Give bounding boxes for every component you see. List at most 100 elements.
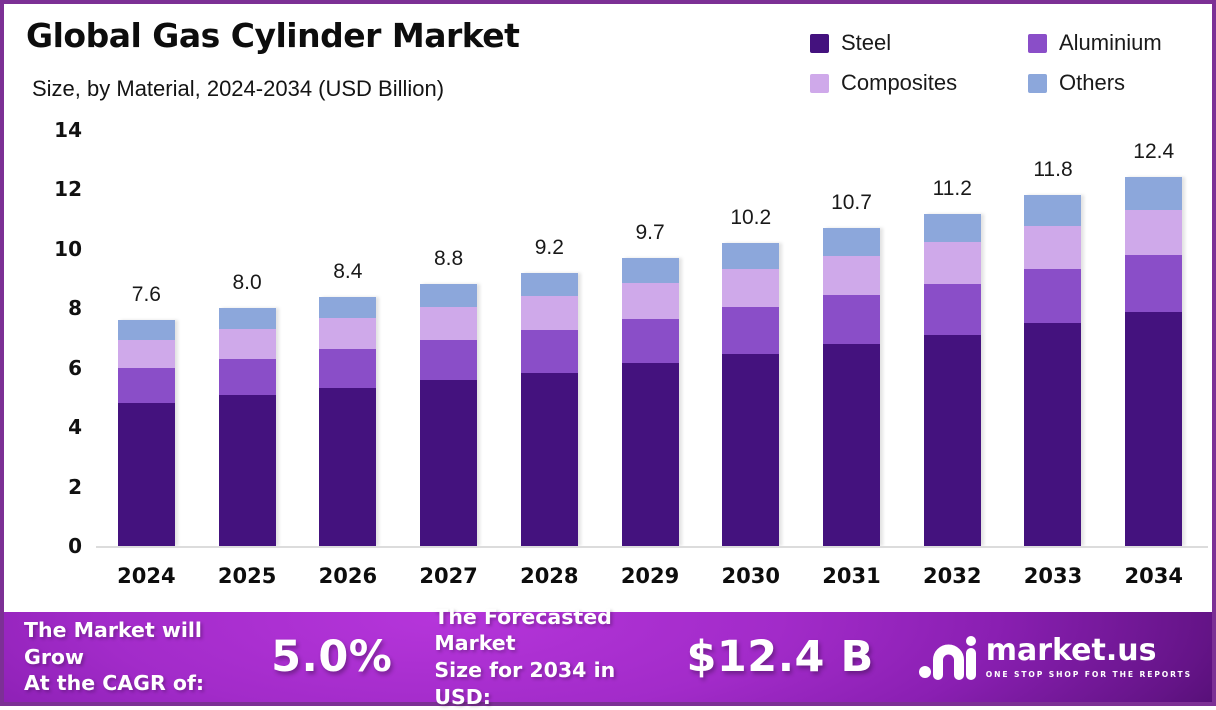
y-tick-label: 8 (68, 296, 82, 321)
bar-segment-aluminium (420, 339, 478, 380)
bar-segment-others (923, 213, 981, 243)
legend-swatch-icon (1028, 33, 1047, 53)
bar-total-label: 12.4 (1133, 140, 1175, 164)
page-title: Global Gas Cylinder Market (26, 16, 520, 55)
stacked-bar-2032 (923, 213, 981, 546)
x-tick-label-2033: 2033 (1023, 564, 1083, 588)
bar-segment-steel (117, 402, 175, 546)
stacked-bar-2027 (420, 284, 478, 546)
stacked-bar-2026 (319, 296, 377, 546)
bar-segment-composites (117, 339, 175, 368)
bar-segment-others (823, 228, 880, 256)
legend-label: Steel (841, 30, 892, 55)
bar-slot-2031: 10.7 (801, 130, 902, 546)
x-tick-label-2029: 2029 (620, 564, 680, 588)
bar-total-label: 10.2 (730, 206, 772, 230)
bar-segment-aluminium (722, 306, 780, 354)
forecast-label: The Forecasted Market Size for 2034 in U… (434, 604, 652, 710)
bar-segment-composites (520, 296, 578, 331)
bar-total-label: 7.6 (131, 283, 161, 307)
brand-name: market.us (985, 632, 1157, 668)
x-tick-label-2026: 2026 (318, 564, 378, 588)
stacked-bar-2025 (218, 308, 276, 546)
stacked-bar-2028 (520, 272, 578, 546)
bar-slot-2024: 7.6 (96, 130, 197, 546)
legend-item-composites: Composites (810, 70, 1028, 96)
bar-segment-others (319, 296, 377, 319)
bar-total-label: 8.8 (433, 247, 464, 271)
bar-segment-steel (823, 344, 880, 546)
bar-segment-composites (420, 307, 478, 340)
bar-segment-composites (722, 269, 780, 307)
stacked-bar-2031 (823, 228, 880, 546)
bar-segment-steel (722, 353, 780, 546)
y-axis: 0 2 4 6 8 10 12 14 (32, 4, 82, 604)
bar-segment-composites (218, 329, 276, 359)
bar-total-label: 10.7 (831, 191, 872, 215)
bar-segment-others (420, 284, 478, 308)
bar-segment-steel (520, 372, 578, 546)
bar-segment-others (621, 258, 679, 284)
legend-swatch-icon (810, 33, 829, 53)
bar-segment-steel (1024, 323, 1082, 546)
bar-segment-steel (1125, 312, 1183, 546)
legend-item-steel: Steel (810, 30, 1028, 56)
cagr-value: 5.0% (271, 632, 393, 682)
bar-slot-2034: 12.4 (1103, 130, 1204, 546)
bar-segment-composites (621, 283, 679, 319)
brand-logo: market.us ONE STOP SHOP FOR THE REPORTS (918, 633, 1192, 681)
x-tick-label-2024: 2024 (117, 564, 176, 588)
bar-segment-steel (319, 387, 377, 546)
bar-segment-others (520, 272, 578, 297)
bar-segment-composites (923, 242, 981, 284)
x-tick-label-2030: 2030 (721, 564, 780, 588)
y-tick-label: 6 (68, 355, 82, 380)
legend-item-aluminium: Aluminium (1028, 30, 1162, 56)
bar-segment-steel (218, 395, 276, 546)
bar-slot-2026: 8.4 (297, 130, 398, 546)
x-tick-label-2028: 2028 (520, 564, 579, 588)
bar-slot-2027: 8.8 (398, 130, 499, 546)
bar-segment-aluminium (319, 349, 377, 388)
legend-label: Composites (841, 70, 958, 95)
bar-slot-2028: 9.2 (499, 130, 600, 546)
brand-tagline: ONE STOP SHOP FOR THE REPORTS (985, 669, 1192, 679)
bar-segment-composites (1024, 225, 1082, 270)
stacked-bar-2033 (1024, 195, 1082, 546)
x-tick-label-2025: 2025 (217, 564, 277, 588)
bar-segment-aluminium (1024, 269, 1082, 324)
legend-label: Aluminium (1059, 30, 1162, 55)
bar-slot-2025: 8.0 (197, 130, 298, 546)
chart-legend: Steel Aluminium Composites Others (810, 30, 1162, 96)
forecast-label-line1: The Forecasted Market (434, 604, 612, 656)
bar-segment-aluminium (621, 318, 679, 363)
bar-total-label: 11.8 (1033, 158, 1073, 182)
legend-item-others: Others (1028, 70, 1162, 96)
bar-slot-2029: 9.7 (600, 130, 701, 546)
bar-segment-others (117, 320, 175, 340)
legend-swatch-icon (1028, 73, 1047, 93)
bar-segment-aluminium (117, 367, 175, 403)
bar-slot-2030: 10.2 (700, 130, 801, 546)
cagr-label: The Market will Grow At the CAGR of: (24, 617, 225, 697)
x-tick-label-2034: 2034 (1124, 564, 1183, 588)
y-tick-label: 12 (54, 177, 82, 202)
bar-segment-composites (319, 318, 377, 350)
bar-segment-steel (923, 334, 981, 546)
legend-label: Others (1059, 70, 1126, 95)
bar-segment-composites (1125, 209, 1183, 256)
bar-slot-2032: 11.2 (902, 130, 1003, 546)
y-tick-label: 0 (68, 534, 82, 558)
forecast-value: $12.4 B (686, 632, 874, 682)
legend-swatch-icon (810, 73, 829, 93)
bar-segment-composites (823, 255, 880, 296)
bar-segment-steel (420, 379, 478, 546)
bar-segment-steel (621, 363, 679, 546)
bar-segment-aluminium (520, 330, 578, 373)
footer-banner: The Market will Grow At the CAGR of: 5.0… (4, 605, 1212, 709)
bar-total-label: 8.0 (232, 271, 262, 295)
y-tick-label: 14 (54, 118, 82, 142)
page-subtitle: Size, by Material, 2024-2034 (USD Billio… (32, 76, 445, 101)
bar-segment-aluminium (923, 283, 981, 335)
